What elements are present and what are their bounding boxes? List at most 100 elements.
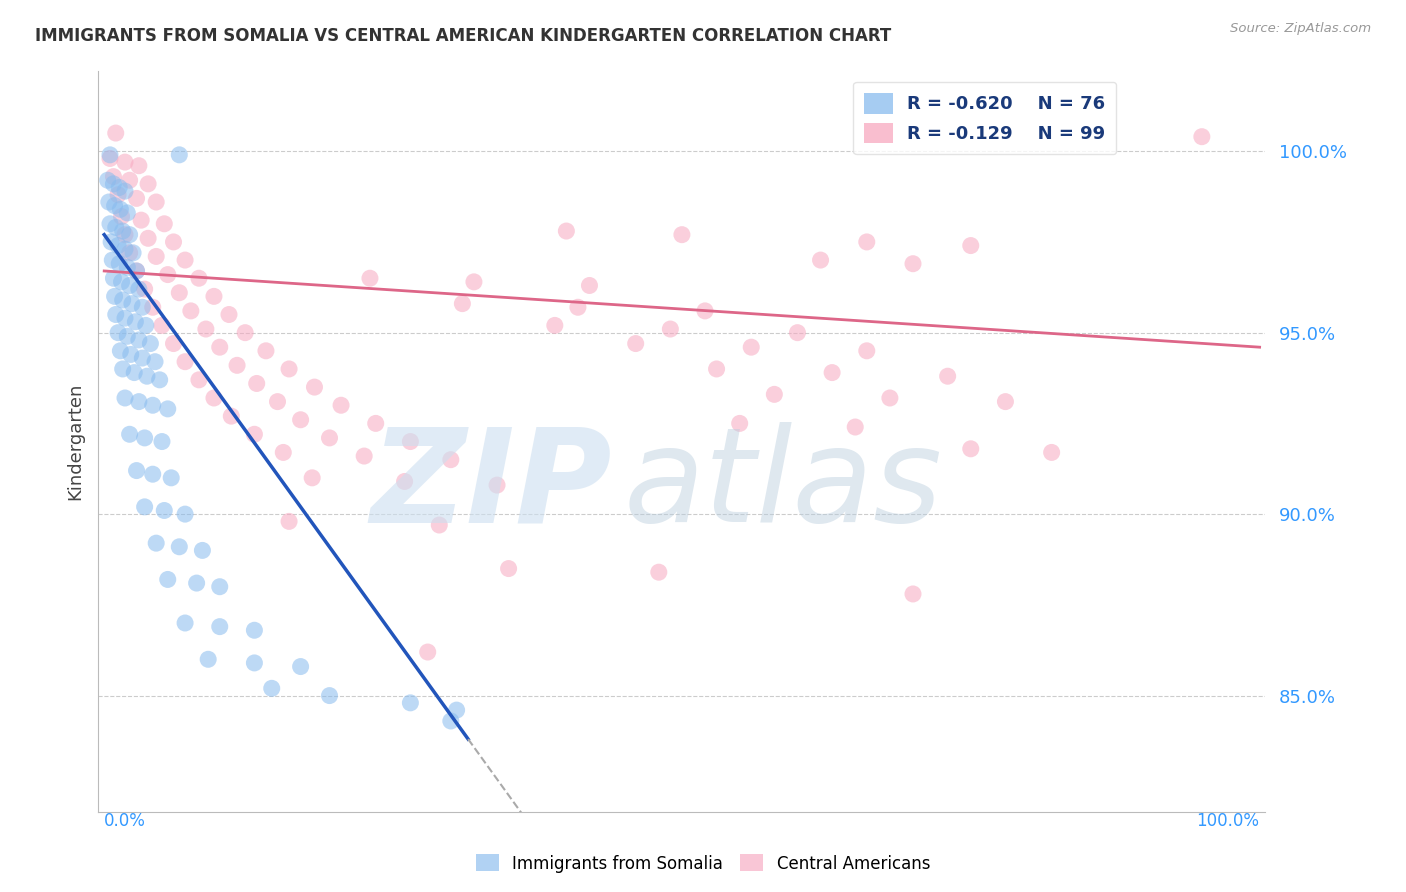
Point [1191, 129, 1213, 144]
Point [118, 227, 141, 242]
Point [440, 714, 463, 728]
Point [149, 373, 172, 387]
Point [118, 278, 141, 293]
Point [440, 452, 463, 467]
Point [125, 191, 148, 205]
Point [290, 659, 312, 673]
Point [959, 238, 981, 252]
Point [463, 275, 485, 289]
Point [142, 300, 165, 314]
Point [118, 173, 141, 187]
Point [128, 394, 150, 409]
Point [901, 257, 924, 271]
Point [107, 187, 129, 202]
Point [169, 148, 191, 162]
Point [659, 322, 682, 336]
Point [97, 173, 120, 187]
Point [879, 391, 901, 405]
Point [243, 427, 266, 442]
Point [169, 285, 191, 300]
Point [555, 224, 578, 238]
Point [129, 213, 152, 227]
Point [160, 471, 183, 485]
Point [107, 238, 129, 252]
Point [394, 475, 416, 489]
Point [143, 354, 166, 368]
Point [114, 184, 136, 198]
Point [104, 199, 127, 213]
Point [103, 177, 125, 191]
Point [135, 318, 157, 333]
Point [180, 304, 202, 318]
Point [98, 152, 121, 166]
Point [578, 278, 600, 293]
Point [139, 336, 162, 351]
Point [104, 220, 127, 235]
Point [301, 471, 323, 485]
Point [266, 394, 288, 409]
Text: 100.0%: 100.0% [1197, 812, 1260, 830]
Point [145, 194, 167, 209]
Point [153, 503, 176, 517]
Point [208, 580, 231, 594]
Point [121, 296, 143, 310]
Point [187, 373, 209, 387]
Point [202, 391, 225, 405]
Point [254, 343, 277, 358]
Point [128, 333, 150, 347]
Text: 0.0%: 0.0% [104, 812, 146, 830]
Point [125, 464, 148, 478]
Point [104, 289, 127, 303]
Point [134, 431, 156, 445]
Point [855, 343, 877, 358]
Point [169, 540, 191, 554]
Point [290, 413, 312, 427]
Point [304, 380, 326, 394]
Text: atlas: atlas [624, 423, 942, 549]
Point [131, 351, 153, 365]
Point [97, 194, 120, 209]
Point [128, 159, 150, 173]
Point [108, 180, 131, 194]
Point [901, 587, 924, 601]
Point [150, 318, 173, 333]
Point [221, 409, 243, 424]
Point [134, 282, 156, 296]
Text: Source: ZipAtlas.com: Source: ZipAtlas.com [1230, 22, 1371, 36]
Point [194, 322, 217, 336]
Text: ZIP: ZIP [370, 423, 612, 549]
Point [156, 401, 179, 416]
Point [174, 615, 197, 630]
Point [118, 245, 141, 260]
Point [98, 148, 121, 162]
Point [114, 155, 136, 169]
Point [131, 300, 153, 314]
Point [706, 362, 728, 376]
Point [399, 434, 422, 449]
Point [162, 336, 184, 351]
Point [427, 518, 450, 533]
Point [740, 340, 762, 354]
Point [110, 202, 132, 217]
Point [174, 253, 197, 268]
Point [98, 217, 121, 231]
Point [111, 362, 134, 376]
Point [145, 536, 167, 550]
Point [446, 703, 468, 717]
Point [278, 515, 301, 529]
Point [451, 296, 474, 310]
Point [110, 275, 132, 289]
Point [728, 417, 751, 431]
Point [125, 264, 148, 278]
Point [186, 576, 208, 591]
Legend: R = -0.620    N = 76, R = -0.129    N = 99: R = -0.620 N = 76, R = -0.129 N = 99 [853, 82, 1116, 154]
Point [416, 645, 439, 659]
Point [1040, 445, 1063, 459]
Point [136, 177, 159, 191]
Point [330, 398, 353, 412]
Point [208, 340, 231, 354]
Point [107, 326, 129, 340]
Point [243, 624, 266, 638]
Point [101, 253, 124, 268]
Point [117, 329, 139, 343]
